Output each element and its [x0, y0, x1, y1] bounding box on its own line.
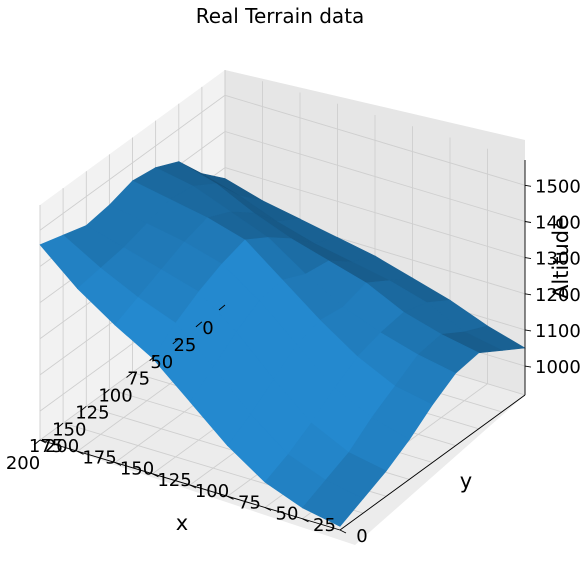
y-tick-label: 50 — [276, 504, 299, 525]
y-tick-label: 100 — [195, 481, 229, 502]
y-tick-label: 125 — [157, 470, 191, 491]
x-tick-label: 25 — [173, 335, 196, 356]
wall-grid-line-z — [39, 94, 226, 231]
z-tick-mark — [524, 221, 532, 223]
z-tick-label: 1500 — [535, 176, 580, 197]
z-tick-mark — [524, 329, 532, 332]
y-axis-label: y — [460, 469, 472, 493]
x-tick-mark — [56, 422, 64, 429]
y-tick-label: 150 — [120, 459, 154, 480]
y-tick-mark — [302, 518, 309, 523]
y-tick-label: 175 — [82, 447, 116, 468]
y-tick-label: 0 — [356, 526, 367, 547]
y-tick-mark — [227, 495, 234, 500]
x-tick-mark — [126, 372, 133, 378]
z-tick-mark — [524, 257, 532, 260]
terrain-facet — [302, 479, 364, 527]
y-tick-mark — [339, 529, 347, 534]
x-tick-label: 50 — [150, 352, 173, 373]
z-tick-label: 1400 — [535, 213, 580, 234]
y-tick-mark — [77, 450, 84, 455]
x-tick-mark — [172, 338, 180, 345]
x-tick-mark — [149, 355, 156, 361]
x-tick-mark — [103, 389, 110, 395]
z-tick-label: 1000 — [535, 357, 580, 378]
y-tick-mark — [39, 439, 47, 444]
axes: 0255075100125150175200025507510012515017… — [6, 160, 580, 547]
x-tick-label: 75 — [127, 369, 150, 390]
y-tick-mark — [114, 462, 122, 466]
x-tick-mark — [80, 405, 87, 412]
y-tick-label: 25 — [313, 515, 336, 536]
y-tick-mark — [189, 484, 197, 489]
z-tick-label: 1100 — [535, 321, 580, 342]
z-tick-label: 1200 — [535, 285, 580, 306]
x-tick-label: 100 — [98, 386, 132, 407]
wall-grid-line-z — [224, 94, 526, 186]
z-tick-label: 1300 — [535, 249, 580, 270]
x-tick-label: 125 — [75, 402, 109, 423]
x-tick-label: 0 — [202, 318, 213, 339]
x-axis-label: x — [176, 511, 188, 535]
y-tick-mark — [264, 507, 272, 511]
x-tick-mark — [33, 439, 41, 446]
z-tick-mark — [524, 184, 532, 187]
chart-title: Real Terrain data — [196, 4, 365, 28]
y-tick-mark — [152, 473, 159, 478]
y-tick-label: 200 — [45, 436, 79, 457]
wall-grid-line-z — [224, 167, 526, 259]
z-tick-mark — [524, 365, 532, 368]
x-tick-mark — [218, 304, 226, 311]
x-axis-line — [339, 394, 526, 531]
x-tick-mark — [195, 321, 203, 328]
wall-grid-line-z — [224, 131, 526, 222]
y-tick-label: 75 — [238, 492, 261, 513]
terrain-surface — [39, 161, 526, 527]
x-tick-label: 200 — [6, 453, 40, 474]
z-tick-mark — [524, 293, 532, 296]
x-tick-label: 175 — [29, 436, 63, 457]
z-axis-label: Altitude — [549, 217, 573, 299]
